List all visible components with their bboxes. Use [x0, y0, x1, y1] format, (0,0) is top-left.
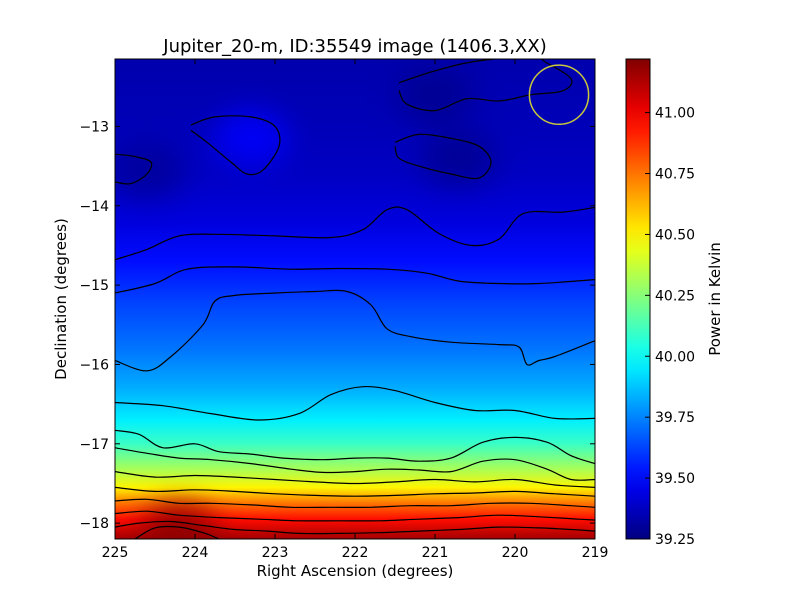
contour-line — [115, 429, 595, 465]
plot-area — [114, 58, 596, 540]
contour-line — [115, 206, 595, 261]
y-tick-label: −18 — [79, 516, 109, 532]
heatmap-feature — [421, 130, 497, 187]
beam-circle — [528, 64, 590, 126]
x-axis-ticks: 225 224 223 222 221 220 219 — [102, 59, 609, 561]
y-tick-label: −16 — [79, 357, 109, 373]
contour-line — [115, 498, 595, 509]
colorbar-gradient — [625, 58, 651, 540]
y-tick-label: −15 — [79, 278, 109, 294]
x-tick-label: 224 — [182, 545, 209, 561]
contour-line — [115, 447, 595, 481]
colorbar-label: Power in Kelvin — [706, 242, 724, 356]
colorbar-tick-label: 40.25 — [655, 288, 695, 304]
chart-title: Jupiter_20-m, ID:35549 image (1406.3,XX) — [162, 36, 546, 57]
colorbar-ticks: 41.00 40.75 40.50 40.25 40.00 39.75 39.50 39.25 — [645, 106, 695, 548]
contour-line — [115, 385, 595, 421]
x-tick-label: 225 — [102, 545, 129, 561]
contour-line — [190, 115, 281, 176]
colorbar-tick-label: 39.75 — [655, 410, 695, 426]
y-axis-ticks: −13 −14 −15 −16 −17 −18 — [79, 119, 595, 532]
contour-line — [134, 525, 220, 539]
contour-line — [115, 520, 595, 535]
x-tick-label: 222 — [342, 545, 369, 561]
colorbar-tick-label: 41.00 — [655, 106, 695, 122]
x-axis-label: Right Ascension (degrees) — [257, 562, 454, 580]
colorbar-tick-label: 40.50 — [655, 227, 695, 243]
x-tick-label: 223 — [262, 545, 289, 561]
heatmap-feature — [397, 66, 473, 123]
x-tick-label: 220 — [502, 545, 529, 561]
contour-line — [115, 153, 153, 185]
contour-line — [115, 471, 595, 488]
colorbar-tick-label: 39.25 — [655, 532, 695, 548]
contour-line — [394, 133, 492, 180]
y-tick-label: −14 — [79, 199, 109, 215]
colorbar-tick-label: 40.75 — [655, 167, 695, 183]
x-tick-label: 219 — [582, 545, 609, 561]
colorbar-tick-label: 40.00 — [655, 349, 695, 365]
contour-line — [115, 510, 595, 522]
y-tick-label: −13 — [79, 119, 109, 135]
heatmap-background — [115, 59, 595, 539]
y-axis-label: Declination (degrees) — [52, 218, 70, 380]
contour-line — [398, 59, 573, 112]
colorbar: 41.00 40.75 40.50 40.25 40.00 39.75 39.50 39.25… — [625, 58, 724, 548]
heatmap-feature — [115, 142, 185, 199]
y-tick-label: −17 — [79, 437, 109, 453]
colorbar-tick-label: 39.50 — [655, 471, 695, 487]
contour-lines — [115, 59, 595, 539]
heatmap-feature — [213, 110, 289, 167]
contour-line — [115, 289, 595, 372]
x-tick-label: 221 — [422, 545, 449, 561]
contour-line — [115, 486, 595, 497]
contour-line — [115, 266, 595, 294]
